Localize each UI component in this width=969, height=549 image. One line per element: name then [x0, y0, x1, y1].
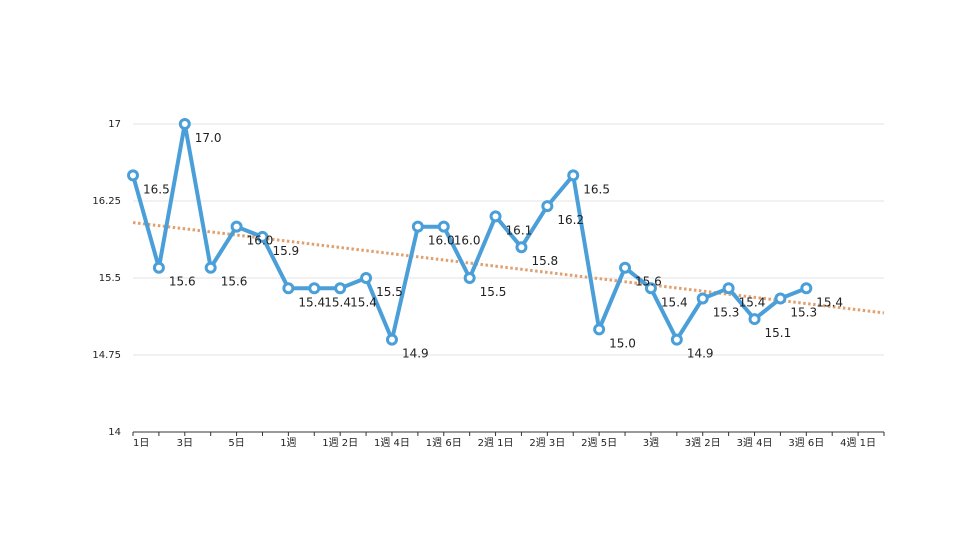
x-tick-label: 3週 6日 — [788, 437, 824, 449]
y-tick-label: 15.5 — [99, 273, 121, 284]
data-label: 16.5 — [143, 182, 170, 196]
x-tick-label: 1週 6日 — [426, 437, 462, 449]
data-point — [774, 292, 787, 305]
data-point — [437, 220, 450, 233]
data-label: 15.4 — [298, 295, 325, 309]
data-label: 15.1 — [765, 326, 792, 340]
y-tick-label: 17 — [108, 119, 121, 130]
data-point — [204, 261, 217, 274]
data-point — [230, 220, 243, 233]
x-tick-label: 3週 4日 — [737, 437, 773, 449]
data-point — [411, 220, 424, 233]
x-tick-label: 1週 4日 — [374, 437, 410, 449]
data-label: 17.0 — [195, 131, 222, 145]
data-label: 15.4 — [350, 295, 377, 309]
data-label: 14.9 — [402, 347, 429, 361]
data-point — [127, 169, 139, 182]
data-point — [748, 313, 761, 326]
data-label: 16.5 — [583, 182, 610, 196]
data-label: 15.9 — [272, 244, 299, 258]
x-tick-label: 2週 3日 — [529, 437, 565, 449]
x-tick-label: 1週 — [280, 437, 296, 449]
data-label: 16.1 — [506, 223, 533, 237]
data-point — [489, 210, 502, 223]
data-point — [619, 261, 632, 274]
x-tick-label: 3週 2日 — [685, 437, 721, 449]
data-label: 15.4 — [661, 295, 688, 309]
x-tick-label: 3日 — [177, 438, 193, 449]
data-point — [696, 292, 709, 305]
data-point — [593, 323, 606, 336]
data-point — [541, 200, 554, 213]
gridlines — [133, 123, 884, 356]
y-tick-label: 16.25 — [92, 196, 121, 207]
y-axis: 14 14.75 15.5 16.25 17 — [92, 119, 121, 438]
data-point — [515, 241, 528, 254]
data-point — [722, 282, 735, 295]
data-point — [670, 333, 683, 346]
x-tick-label: 1週 2日 — [322, 437, 358, 449]
x-tick-label: 3週 — [643, 437, 659, 449]
data-point — [334, 282, 347, 295]
data-label: 15.0 — [609, 336, 636, 350]
data-label: 14.9 — [687, 347, 714, 361]
data-label: 16.2 — [557, 213, 584, 227]
data-label: 15.3 — [790, 306, 817, 320]
data-label: 15.5 — [480, 285, 507, 299]
data-point — [644, 282, 657, 295]
data-label: 16.0 — [428, 234, 455, 248]
data-point — [178, 118, 191, 130]
series-group — [127, 118, 813, 346]
data-label: 15.4 — [816, 295, 843, 309]
data-label: 15.3 — [713, 306, 740, 320]
x-tick-label: 2週 5日 — [581, 437, 617, 449]
data-point — [385, 333, 398, 346]
data-label: 15.6 — [221, 275, 248, 289]
x-axis: 1日 3日 5日 1週 1週 2日 1週 4日 1週 6日 2週 1日 2週 3日 2週 5日 3週… — [132, 431, 885, 449]
y-tick-label: 14.75 — [92, 350, 121, 361]
data-label: 16.0 — [454, 234, 481, 248]
x-tick-label: 4週 1日 — [840, 437, 876, 449]
x-tick-label: 2週 1日 — [478, 437, 514, 449]
data-point — [256, 230, 269, 243]
x-tick-label: 5日 — [228, 438, 244, 449]
data-point — [463, 272, 476, 284]
data-label: 15.4 — [324, 295, 351, 309]
x-tick-label: 1日 — [133, 438, 149, 449]
y-tick-label: 14 — [108, 427, 121, 438]
data-label: 15.4 — [739, 295, 766, 309]
data-point — [152, 261, 165, 274]
data-label: 15.5 — [376, 285, 403, 299]
data-label: 15.8 — [531, 254, 558, 268]
data-point — [282, 282, 295, 295]
data-point — [567, 169, 580, 182]
data-label: 16.0 — [247, 234, 274, 248]
data-point — [800, 282, 813, 295]
data-label: 15.6 — [635, 275, 662, 289]
data-labels-group: 16.515.617.015.616.015.915.4 15.4 15.415.5… — [143, 131, 843, 361]
data-point — [308, 282, 321, 295]
data-label: 15.6 — [169, 275, 196, 289]
data-point — [360, 272, 373, 284]
